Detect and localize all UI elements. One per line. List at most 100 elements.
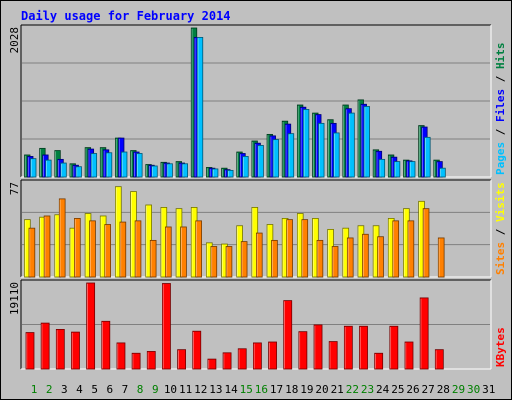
bar-kbytes-day-6 (101, 320, 111, 370)
bar-kbytes-day-3 (55, 328, 65, 370)
series-visits (24, 186, 425, 278)
x-tick-label-day-7: 7 (122, 383, 129, 396)
x-tick-label-day-22: 22 (346, 383, 359, 396)
bar-pages-day-17 (272, 139, 279, 178)
bar-sites-day-14 (225, 246, 233, 278)
bar-sites-day-8 (134, 220, 142, 278)
x-tick-label-day-6: 6 (106, 383, 113, 396)
bar-pages-day-7 (121, 151, 128, 178)
axis-label-part: Hits (494, 43, 507, 70)
axis-label-part: Sites (494, 242, 507, 275)
x-tick-label-day-18: 18 (285, 383, 298, 396)
bar-sites-day-12 (195, 220, 202, 278)
y-max-label: 19110 (8, 282, 21, 315)
bar-sites-day-27 (422, 208, 430, 278)
bar-pages-day-5 (90, 153, 98, 178)
x-tick-label-day-16: 16 (255, 383, 268, 396)
bar-kbytes-day-11 (177, 349, 187, 370)
x-tick-label-day-24: 24 (376, 383, 390, 396)
bar-kbytes-day-18 (283, 300, 293, 370)
bar-kbytes-day-21 (328, 341, 338, 370)
x-tick-label-day-1: 1 (31, 383, 38, 396)
x-tick-label-day-8: 8 (137, 383, 144, 396)
bar-kbytes-day-2 (40, 322, 50, 370)
bar-kbytes-day-1 (25, 332, 35, 370)
bar-pages-day-28 (439, 167, 446, 178)
bar-sites-day-19 (301, 219, 309, 278)
bar-pages-day-25 (393, 161, 401, 178)
x-tick-label-day-12: 12 (194, 383, 207, 396)
x-tick-label-day-28: 28 (437, 383, 450, 396)
x-tick-label-day-25: 25 (391, 383, 404, 396)
bar-pages-day-9 (151, 165, 158, 178)
bar-sites-day-13 (210, 246, 218, 278)
x-tick-label-day-14: 14 (224, 383, 238, 396)
bar-kbytes-day-7 (116, 342, 126, 370)
bar-kbytes-day-24 (374, 352, 384, 370)
bar-pages-day-19 (302, 109, 310, 178)
x-tick-label-day-21: 21 (331, 383, 344, 396)
panel-axis-label: KBytes (494, 327, 507, 367)
x-tick-label-day-5: 5 (91, 383, 98, 396)
bar-pages-day-6 (105, 152, 113, 178)
bar-sites-day-11 (180, 226, 187, 278)
chart-panels: 2028 Pages / Files / Hits 77 Sites / Visits… (8, 24, 507, 370)
bar-pages-day-4 (75, 166, 82, 178)
bar-pages-day-11 (181, 163, 189, 178)
bar-sites-day-25 (392, 220, 400, 278)
x-tick-label-day-26: 26 (406, 383, 419, 396)
bar-pages-day-10 (166, 163, 173, 178)
axis-label-part: Visits (494, 182, 507, 222)
x-tick-label-day-30: 30 (467, 383, 480, 396)
bar-pages-day-14 (227, 169, 234, 178)
bar-sites-day-6 (104, 224, 112, 278)
bar-kbytes-day-20 (313, 324, 323, 370)
bar-kbytes-day-27 (419, 297, 429, 370)
axis-label-part: Files (494, 89, 507, 122)
bar-pages-day-1 (30, 158, 37, 178)
bar-pages-day-23 (363, 106, 370, 178)
bar-sites-day-22 (346, 237, 354, 278)
axis-label-part: / (494, 69, 507, 89)
axis-label-part: Pages (494, 142, 507, 175)
bar-kbytes-day-28 (434, 349, 444, 370)
bar-kbytes-day-5 (86, 282, 96, 370)
axis-label-part: KBytes (494, 327, 507, 367)
x-tick-label-day-19: 19 (300, 383, 313, 396)
bar-pages-day-16 (257, 145, 264, 178)
bar-sites-day-9 (149, 239, 157, 278)
x-axis-labels: 1 2 3 4 5 6 7 8 9 10 11 12 13 14 15 16 17 18 19 20 21 22 23 24 2… (31, 383, 496, 396)
bar-pages-day-26 (409, 161, 416, 178)
bar-kbytes-day-26 (404, 341, 414, 370)
bar-sites-day-5 (89, 220, 96, 278)
bar-kbytes-day-10 (162, 283, 171, 370)
axis-label-part: / (494, 122, 507, 142)
x-tick-label-day-20: 20 (315, 383, 328, 396)
panel-axis-label: Pages / Files / Hits (494, 43, 507, 176)
bar-pages-day-12 (196, 37, 204, 178)
bar-kbytes-day-13 (207, 358, 217, 370)
bar-sites-day-10 (165, 226, 172, 278)
panel-hits-files-pages: 2028 Pages / Files / Hits (8, 24, 507, 178)
bar-sites-day-4 (74, 217, 81, 278)
bar-kbytes-day-12 (192, 330, 202, 370)
bar-kbytes-day-4 (71, 331, 80, 370)
bar-kbytes-day-25 (389, 325, 399, 370)
y-max-label: 2028 (8, 27, 21, 54)
bar-pages-day-24 (378, 158, 386, 178)
bar-kbytes-day-19 (298, 331, 308, 370)
bar-kbytes-day-22 (343, 325, 353, 370)
x-tick-label-day-10: 10 (164, 383, 177, 396)
panel-visits-sites: 77 Sites / Visits (8, 179, 507, 278)
bar-sites-day-2 (43, 215, 51, 278)
bar-sites-day-7 (119, 221, 127, 278)
bar-kbytes-day-16 (252, 342, 262, 370)
series-pages (30, 37, 446, 178)
x-tick-label-day-4: 4 (76, 383, 83, 396)
x-tick-label-day-17: 17 (270, 383, 283, 396)
bar-sites-day-16 (255, 232, 263, 278)
chart-title: Daily usage for February 2014 (21, 9, 231, 23)
bar-sites-day-26 (407, 220, 415, 278)
x-tick-label-day-23: 23 (361, 383, 374, 396)
